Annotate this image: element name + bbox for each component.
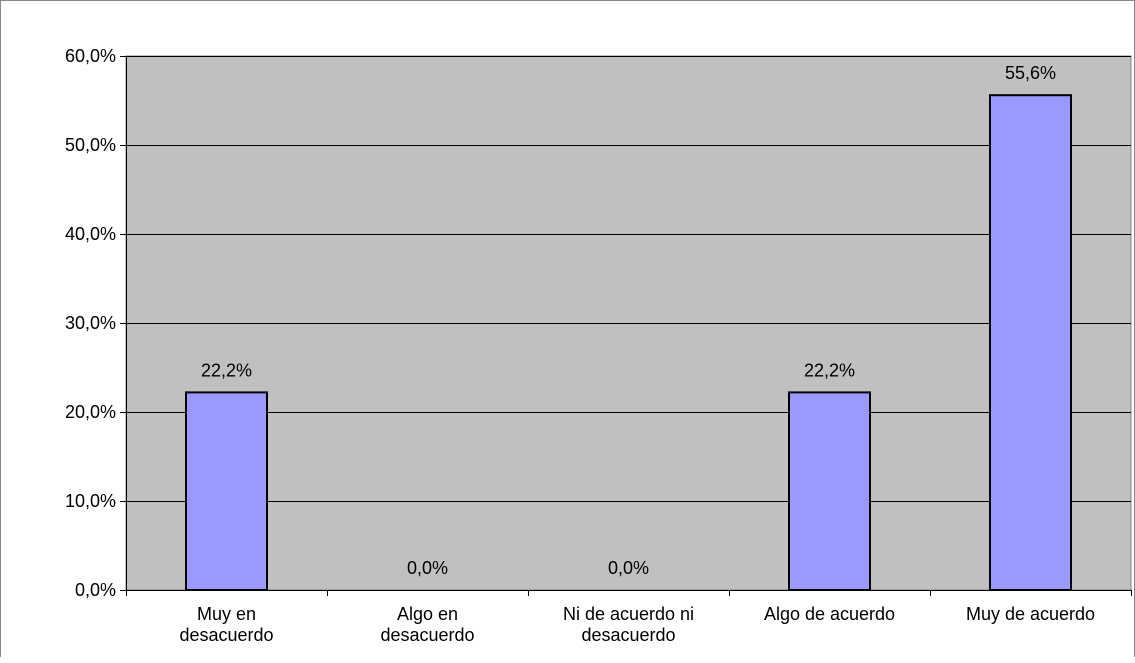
y-tick-label: 20,0% [65, 402, 116, 422]
bar [788, 391, 871, 591]
data-label: 0,0% [608, 558, 649, 578]
data-label: 55,6% [1005, 63, 1056, 83]
x-tick-label: Ni de acuerdo ni desacuerdo [563, 604, 694, 645]
x-tick-label: Muy de acuerdo [966, 604, 1095, 624]
x-tick-label: Muy en desacuerdo [179, 604, 273, 645]
y-tick-label: 0,0% [75, 580, 116, 600]
x-tick-label: Algo de acuerdo [764, 604, 895, 624]
y-tick-label: 30,0% [65, 313, 116, 333]
x-tick-label: Algo en desacuerdo [380, 604, 474, 645]
y-tick-label: 10,0% [65, 491, 116, 511]
data-label: 22,2% [804, 360, 855, 380]
y-tick-label: 50,0% [65, 135, 116, 155]
x-tick-labels: Muy en desacuerdo Algo en desacuerdo Ni de a… [179, 604, 1095, 645]
bar [989, 94, 1072, 591]
y-tick-label: 60,0% [65, 46, 116, 66]
axes [120, 56, 1132, 596]
data-label: 0,0% [407, 558, 448, 578]
bars [185, 94, 1072, 591]
data-label: 22,2% [201, 360, 252, 380]
gridlines [126, 56, 1131, 502]
bar [185, 391, 268, 591]
y-tick-labels: 0,0% 10,0% 20,0% 30,0% 40,0% 50,0% 60,0% [65, 46, 116, 600]
y-tick-label: 40,0% [65, 224, 116, 244]
data-labels: 22,2% 0,0% 0,0% 22,2% 55,6% [201, 63, 1056, 578]
